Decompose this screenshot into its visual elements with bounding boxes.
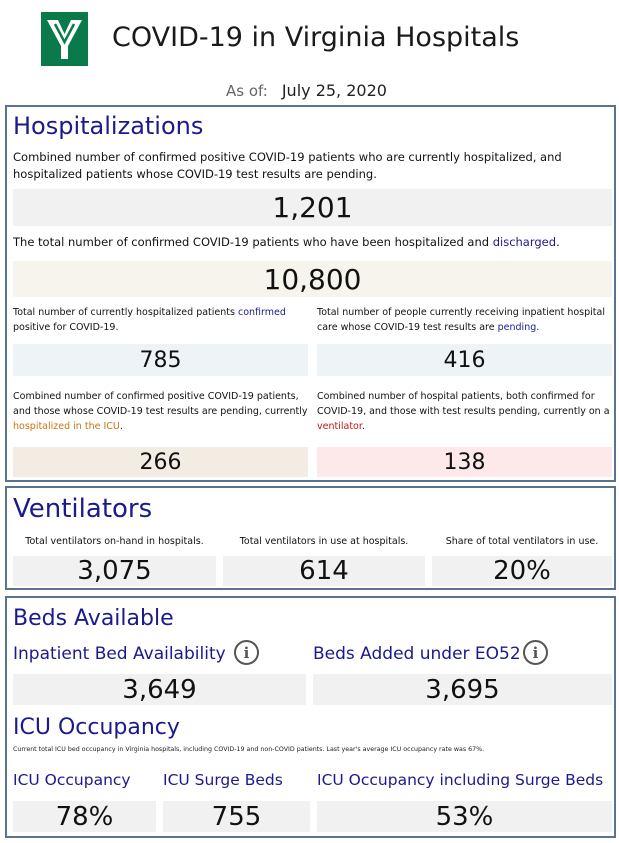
icu-description: Combined number of confirmed positive CO… bbox=[13, 391, 308, 432]
as-of-date: As of: July 25, 2020 bbox=[226, 81, 387, 100]
confirmed-value: 785 bbox=[13, 344, 308, 376]
vent-in-use-value: 614 bbox=[223, 556, 425, 586]
icu-occupancy-value: 78% bbox=[13, 801, 156, 832]
pending-description: Total number of people currently receivi… bbox=[317, 307, 605, 333]
eo52-beds-label: Beds Added under EO52 bbox=[313, 644, 521, 664]
icu-occupancy-surge-label: ICU Occupancy including Surge Beds bbox=[317, 771, 604, 789]
vent-share-label: Share of total ventilators in use. bbox=[445, 536, 599, 547]
as-of-label: As of: bbox=[226, 82, 268, 100]
hospitalizations-panel: Hospitalizations Combined number of conf… bbox=[5, 105, 616, 482]
beds-title: Beds Available bbox=[13, 606, 174, 631]
as-of-value: July 25, 2020 bbox=[281, 81, 387, 100]
icu-occupancy-label: ICU Occupancy bbox=[13, 771, 131, 789]
icu-surge-beds-value: 755 bbox=[163, 801, 310, 832]
hospitalizations-title: Hospitalizations bbox=[13, 112, 204, 140]
icu-value: 266 bbox=[13, 447, 308, 477]
icu-occupancy-surge-value: 53% bbox=[317, 801, 612, 832]
ventilator-patients-value: 138 bbox=[317, 447, 612, 477]
inpatient-bed-value: 3,649 bbox=[13, 674, 306, 705]
total-hospitalized-description: Combined number of confirmed positive CO… bbox=[13, 150, 562, 181]
ventilators-title: Ventilators bbox=[13, 494, 153, 524]
pending-value: 416 bbox=[317, 344, 612, 376]
page-header: COVID-19 in Virginia Hospitals As of: Jul… bbox=[0, 0, 619, 104]
info-icon[interactable]: i bbox=[234, 640, 259, 665]
total-hospitalized-value: 1,201 bbox=[13, 189, 612, 226]
vent-share-value: 20% bbox=[432, 556, 612, 586]
eo52-beds-value: 3,695 bbox=[313, 674, 612, 705]
discharged-description: The total number of confirmed COVID-19 p… bbox=[13, 235, 560, 249]
ventilator-description: Combined number of hospital patients, bo… bbox=[317, 391, 610, 432]
vhha-logo-icon bbox=[41, 12, 88, 66]
vent-on-hand-value: 3,075 bbox=[13, 556, 216, 586]
vent-on-hand-label: Total ventilators on-hand in hospitals. bbox=[25, 536, 204, 547]
page-title: COVID-19 in Virginia Hospitals bbox=[112, 22, 520, 53]
icu-surge-beds-label: ICU Surge Beds bbox=[163, 771, 283, 789]
ventilators-panel: Ventilators Total ventilators on-hand in… bbox=[5, 486, 616, 590]
inpatient-bed-label: Inpatient Bed Availability bbox=[13, 644, 226, 664]
confirmed-description: Total number of currently hospitalized p… bbox=[13, 307, 286, 333]
vent-in-use-label: Total ventilators in use at hospitals. bbox=[239, 536, 409, 547]
info-icon[interactable]: i bbox=[523, 640, 548, 665]
icu-occupancy-description: Current total ICU bed occupancy in Virgi… bbox=[13, 746, 485, 753]
beds-panel: Beds Available Inpatient Bed Availabilit… bbox=[5, 596, 616, 838]
icu-occupancy-title: ICU Occupancy bbox=[13, 715, 180, 740]
discharged-value: 10,800 bbox=[13, 261, 612, 297]
